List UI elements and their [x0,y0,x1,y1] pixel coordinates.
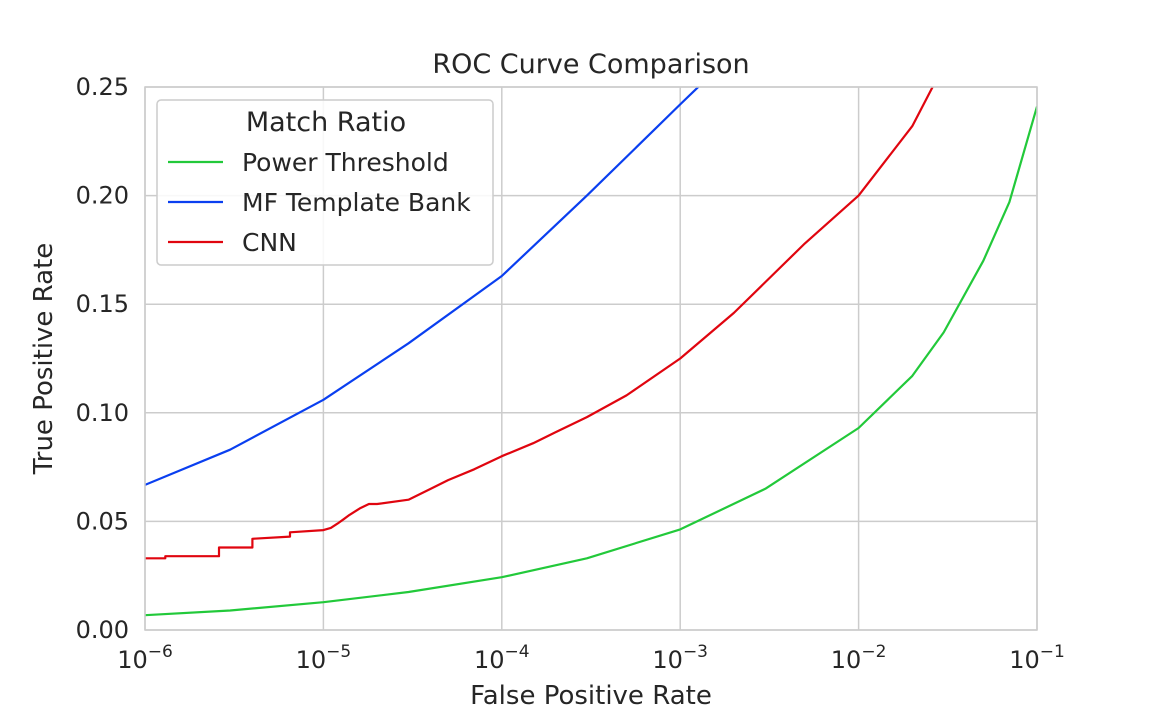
series-line-mf-template-bank [145,87,700,486]
x-tick-exponent: −3 [683,642,708,662]
x-tick-base: 10 [117,646,148,674]
y-tick-label: 0.05 [76,507,129,535]
x-tick-base: 10 [831,646,862,674]
x-tick-label: 10−1 [1009,642,1065,674]
series-line-cnn [145,87,934,560]
x-tick-exponent: −2 [861,642,886,662]
legend-label-cnn: CNN [242,228,297,257]
y-tick-label: 0.20 [76,182,129,210]
y-tick-label: 0.15 [76,290,129,318]
legend-box [156,99,494,266]
x-tick-exponent: −4 [505,642,530,662]
legend-title: Match Ratio [246,107,406,138]
legend-label-mf-template-bank: MF Template Bank [242,188,471,217]
x-tick-base: 10 [652,646,683,674]
series-layer [145,87,1037,617]
x-tick-base: 10 [474,646,505,674]
y-tick-label: 0.00 [76,616,129,644]
legend-label-power-threshold: Power Threshold [242,148,449,177]
tick-labels: 10−6 10−5 10−4 10−3 10−2 10−10.000.050.100.15… [76,73,1065,674]
x-tick-label: 10−6 [117,642,173,674]
x-tick-exponent: −6 [148,642,173,662]
x-tick-label: 10−5 [296,642,352,674]
y-tick-label: 0.10 [76,399,129,427]
x-tick-label: 10−3 [652,642,708,674]
y-axis-label: True Positive Rate [29,243,59,476]
x-tick-label: 10−2 [831,642,887,674]
chart-title: ROC Curve Comparison [432,49,749,80]
series-line-power-threshold [145,106,1037,617]
x-tick-base: 10 [296,646,327,674]
legend-items: Power Threshold MF Template Bank CNN [168,148,471,257]
x-tick-exponent: −5 [326,642,351,662]
plot-frame [144,86,1038,631]
x-tick-base: 10 [1009,646,1040,674]
y-tick-label: 0.25 [76,73,129,101]
x-axis-label: False Positive Rate [470,681,712,711]
x-tick-label: 10−4 [474,642,530,674]
legend: Match Ratio Power Threshold MF Template B… [156,99,494,266]
x-tick-exponent: −1 [1040,642,1065,662]
